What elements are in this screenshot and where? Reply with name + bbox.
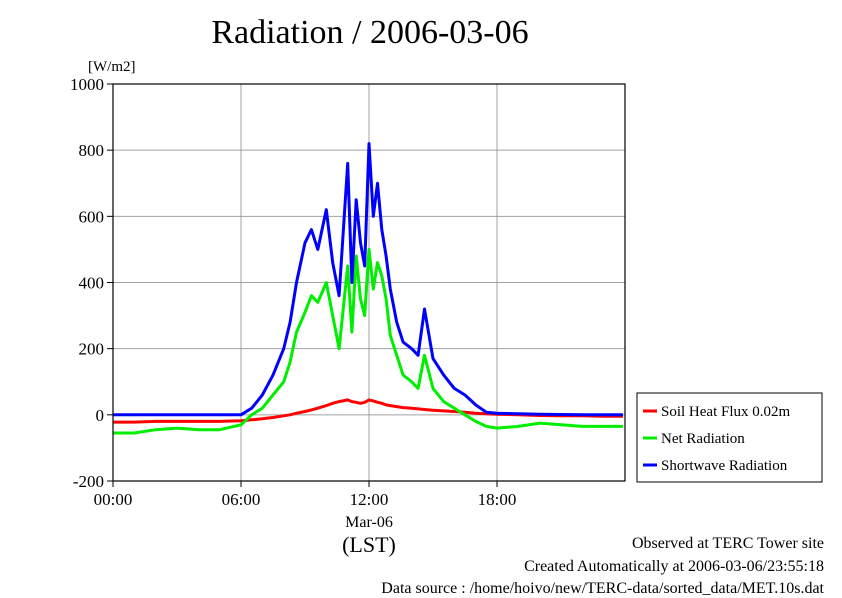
y-tick-label: 400 — [79, 274, 105, 293]
y-tick-label: 600 — [79, 207, 105, 226]
series-line-0 — [113, 398, 623, 424]
y-tick-label: 1000 — [70, 75, 104, 94]
x-tick-label: 18:00 — [478, 490, 517, 509]
legend-label-0: Soil Heat Flux 0.02m — [661, 404, 791, 420]
plot-frame — [112, 83, 626, 482]
y-axis-label: [W/m2] — [88, 59, 135, 75]
x-tick-label: 00:00 — [94, 490, 133, 509]
footer-site: Observed at TERC Tower site — [631, 535, 824, 552]
legend-label-1: Net Radiation — [661, 431, 745, 447]
x-tick-label: 12:00 — [350, 490, 389, 509]
x-tick-label: 06:00 — [222, 490, 261, 509]
footer-source: Data source : /home/hoivo/new/TERC-data/… — [381, 580, 824, 597]
x-date-label: Mar-06 — [345, 514, 393, 531]
series-line-2 — [113, 142, 623, 417]
legend-label-2: Shortwave Radiation — [661, 458, 788, 474]
y-tick-label: 800 — [79, 141, 105, 160]
x-axis-label: (LST) — [342, 532, 396, 557]
footer-created: Created Automatically at 2006-03-06/23:5… — [524, 558, 824, 575]
legend-box — [636, 392, 823, 483]
y-tick-label: 200 — [79, 340, 105, 359]
chart-title: Radiation / 2006-03-06 — [211, 14, 529, 51]
series-line-1 — [113, 247, 623, 435]
y-tick-label: 0 — [96, 406, 105, 425]
y-tick-label: -200 — [73, 472, 104, 491]
